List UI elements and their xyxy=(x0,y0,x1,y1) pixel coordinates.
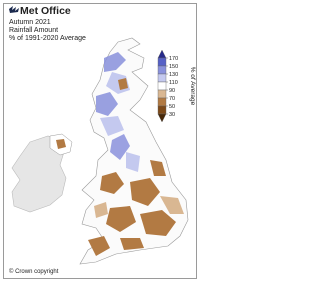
legend-swatch xyxy=(157,89,167,99)
legend-tick-label: 90 xyxy=(169,88,175,94)
map-subtitle: Rainfall Amount xyxy=(9,27,58,34)
logo-text: Met Office xyxy=(20,5,71,17)
copyright: © Crown copyright xyxy=(9,268,59,275)
map-title: Autumn 2021 xyxy=(9,19,51,26)
legend-tick-label: 30 xyxy=(169,112,175,118)
legend-tick-label: 70 xyxy=(169,96,175,102)
wet-areas xyxy=(96,52,130,160)
slightly-dry-areas xyxy=(94,196,184,218)
map-description: % of 1991-2020 Average xyxy=(9,35,86,42)
moist-areas xyxy=(100,72,140,172)
dry-areas xyxy=(88,78,176,256)
legend-tick-label: 50 xyxy=(169,104,175,110)
map-figure: Met Office Autumn 2021 Rainfall Amount %… xyxy=(3,3,197,279)
legend-tick-label: 110 xyxy=(169,80,178,86)
legend-title: % of Average xyxy=(189,67,196,106)
rain-patch xyxy=(56,139,66,149)
legend-swatch xyxy=(157,97,167,107)
legend-tick-label: 130 xyxy=(169,72,178,78)
legend-swatch xyxy=(157,65,167,75)
legend-tick-label: 170 xyxy=(169,56,178,62)
page: Met Office Autumn 2021 Rainfall Amount %… xyxy=(3,3,197,279)
legend-tick-label: 150 xyxy=(169,64,178,70)
legend-swatch xyxy=(157,73,167,83)
legend-swatch xyxy=(157,57,167,67)
legend-swatch xyxy=(157,81,167,91)
legend-arrow-bottom xyxy=(157,113,167,123)
legend: 170 150 130 110 90 70 50 30 xyxy=(157,49,178,123)
legend-swatch xyxy=(157,105,167,115)
logo-icon xyxy=(9,6,19,13)
